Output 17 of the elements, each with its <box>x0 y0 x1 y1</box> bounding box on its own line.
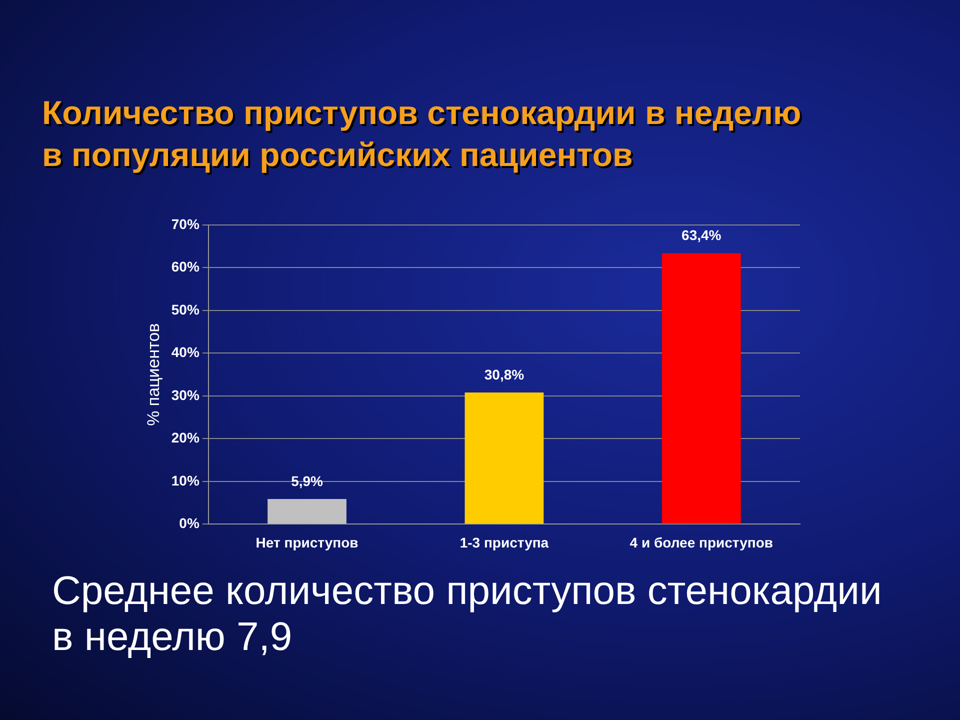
y-tick-label: 30% <box>171 386 200 403</box>
x-tick-label: 1-3 приступа <box>460 534 549 550</box>
y-tick-label: 70% <box>171 216 200 232</box>
y-tick-label: 0% <box>179 515 200 532</box>
data-label: 30,8% <box>484 366 525 382</box>
x-tick-label: 4 и более приступов <box>630 534 774 550</box>
y-tick-label: 40% <box>171 344 200 360</box>
chart-title: Количество приступов стенокардии в неделю в популяции российских пациентов <box>42 93 802 175</box>
data-label: 63,4% <box>682 227 722 244</box>
y-tick-label: 10% <box>171 472 200 488</box>
y-tick-label: 20% <box>171 430 200 446</box>
text: Среднее количество приступов стенокардии в неделю 7,9 <box>52 568 883 660</box>
x-tick-label: Нет приступов <box>256 534 359 550</box>
data-label: 5,9% <box>291 472 324 489</box>
y-axis-title: % пациентов <box>144 323 163 426</box>
y-tick-label: 60% <box>171 258 200 275</box>
y-tick-label: 50% <box>171 301 200 318</box>
